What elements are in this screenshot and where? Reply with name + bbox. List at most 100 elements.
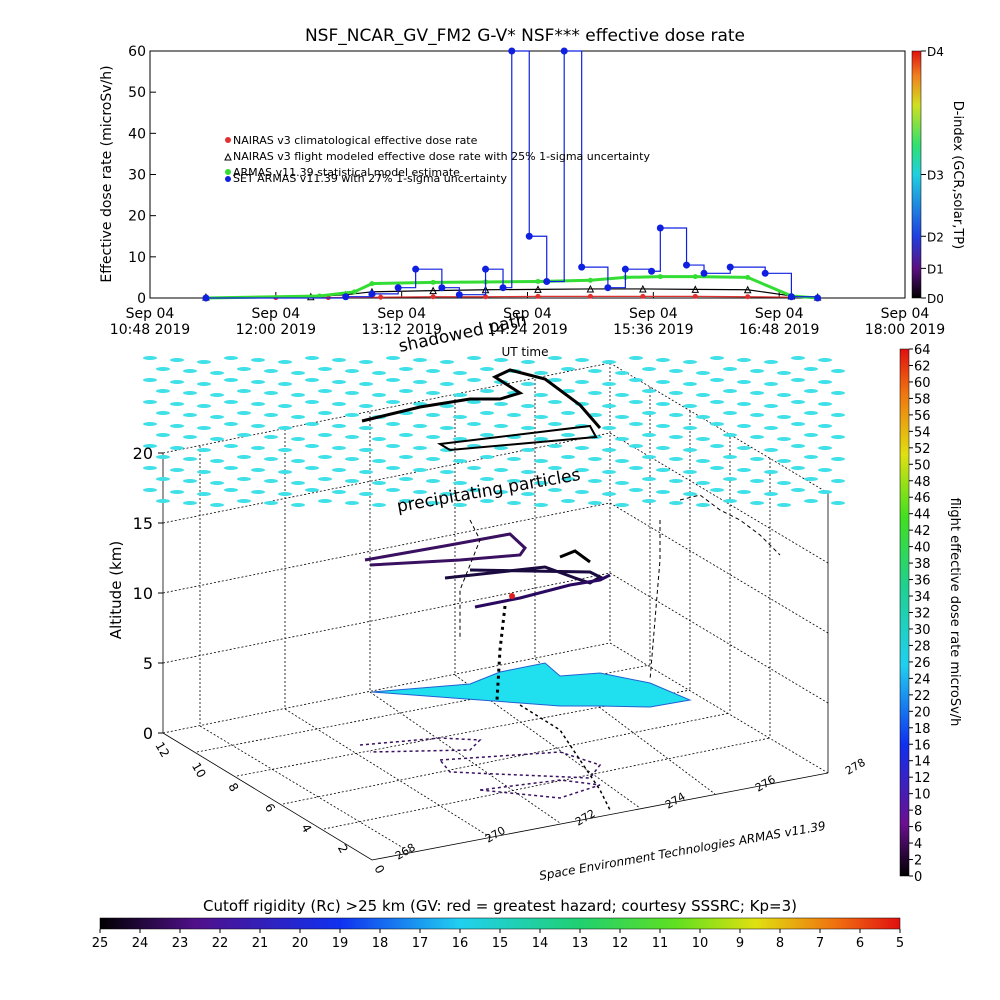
cloud-dash (224, 422, 238, 426)
cloud-dash (318, 411, 332, 415)
altitude-tick-label: 10 (133, 584, 153, 603)
cloud-dash (386, 356, 400, 360)
cutoff-tick-label: 13 (572, 936, 589, 951)
cloud-dash (480, 499, 494, 503)
dose-colorbar-tick-label: 8 (914, 804, 922, 819)
cloud-dash (602, 382, 616, 386)
cloud-dash (413, 446, 427, 450)
cloud-dash (723, 499, 737, 503)
cloud-dash (170, 380, 184, 384)
cloud-dash (197, 382, 211, 386)
cloud-dash (818, 468, 832, 472)
dose-colorbar-tick-label: 48 (914, 475, 931, 490)
cloud-dash (197, 470, 211, 474)
cloud-dash (791, 422, 805, 426)
cloud-dash (453, 459, 467, 463)
series-point-3 (438, 284, 446, 292)
cutoff-tick-label: 8 (776, 936, 784, 951)
dose-colorbar-tick-label: 42 (914, 524, 931, 539)
cloud-dash (426, 457, 440, 461)
timeseries-panel: NSF_NCAR_GV_FM2 G-V* NSF*** effective do… (99, 26, 965, 359)
cloud-dash (791, 466, 805, 470)
cloud-dash (723, 411, 737, 415)
dose-colorbar-tick-label: 34 (914, 590, 931, 605)
left-axis-tick-label: 12 (152, 740, 172, 760)
cloud-dash (791, 400, 805, 404)
y-tick-label: 20 (128, 209, 146, 225)
cloud-dash (602, 360, 616, 364)
cloud-dash (291, 415, 305, 419)
cloud-dash (602, 470, 616, 474)
cloud-dash (683, 426, 697, 430)
cloud-dash (615, 481, 629, 485)
cloud-dash (588, 369, 602, 373)
cloud-dash (548, 356, 562, 360)
cloud-dash (332, 402, 346, 406)
cloud-dash (264, 391, 278, 395)
cloud-dash (764, 448, 778, 452)
series-point-3 (604, 284, 612, 292)
altitude-tick-label: 5 (143, 654, 153, 673)
cloud-dash (170, 402, 184, 406)
cloud-dash (683, 448, 697, 452)
cloud-dash (143, 400, 157, 404)
dose-colorbar-tick-label: 20 (914, 705, 931, 720)
cloud-dash (264, 457, 278, 461)
dose-colorbar-tick-label: 50 (914, 458, 931, 473)
series-point-0 (535, 293, 541, 299)
y-tick-label: 30 (128, 168, 146, 184)
series-point-0 (378, 294, 384, 300)
legend-item-nairas-climatological: NAIRAS v3 climatological effective dose … (225, 134, 478, 147)
cloud-dash (804, 411, 818, 415)
cloud-dash (467, 356, 481, 360)
cloud-dash (305, 400, 319, 404)
cloud-dash (710, 400, 724, 404)
cloud-dash (521, 404, 535, 408)
dose-colorbar-tick-label: 54 (914, 425, 931, 440)
series-point-3 (700, 269, 708, 277)
altitude-tick-label: 15 (133, 514, 153, 533)
cloud-dash (278, 360, 292, 364)
cloud-dash (656, 468, 670, 472)
legend-item-armas-statistical: ARMAS v11.39 statistical model estimate (225, 166, 460, 179)
cloud-dash (170, 468, 184, 472)
dose-colorbar-tick-label: 58 (914, 392, 931, 407)
cutoff-tick-label: 15 (492, 936, 509, 951)
cloud-dash (831, 501, 845, 505)
dose-colorbar-tick-label: 38 (914, 557, 931, 572)
cloud-dash (831, 391, 845, 395)
cloud-dash (386, 378, 400, 382)
cloud-dash (183, 479, 197, 483)
cloud-dash (143, 488, 157, 492)
cloud-dash (656, 490, 670, 494)
cloud-dash (750, 479, 764, 483)
cloud-dash (210, 437, 224, 441)
cloud-dash (507, 479, 521, 483)
cloud-dash (251, 468, 265, 472)
dose-colorbar-tick-label: 10 (914, 788, 931, 803)
series-point-3 (787, 293, 795, 301)
cloud-dash (251, 358, 265, 362)
x-tick-label-date: Sep 04 (503, 306, 552, 322)
cloud-dash (251, 446, 265, 450)
cutoff-tick-label: 19 (332, 936, 349, 951)
cloud-dash (494, 402, 508, 406)
cloud-dash (831, 479, 845, 483)
cloud-dash (764, 470, 778, 474)
cloud-dash (507, 457, 521, 461)
dose-colorbar-tick-label: 64 (914, 343, 931, 358)
cloud-dash (777, 415, 791, 419)
dose-colorbar: 0246810121416182022242628303234363840424… (899, 343, 962, 885)
cloud-dash (197, 360, 211, 364)
cloud-dash (183, 501, 197, 505)
cloud-dash (332, 358, 346, 362)
cloud-dash (656, 424, 670, 428)
cutoff-rigidity-title: Cutoff rigidity (Rc) >25 km (GV: red = g… (203, 897, 797, 915)
dose-colorbar-tick-label: 44 (914, 508, 931, 523)
cloud-dash (305, 378, 319, 382)
cloud-dash (642, 411, 656, 415)
cloud-dash (453, 481, 467, 485)
cloud-dash (750, 501, 764, 505)
cloud-dash (521, 492, 535, 496)
